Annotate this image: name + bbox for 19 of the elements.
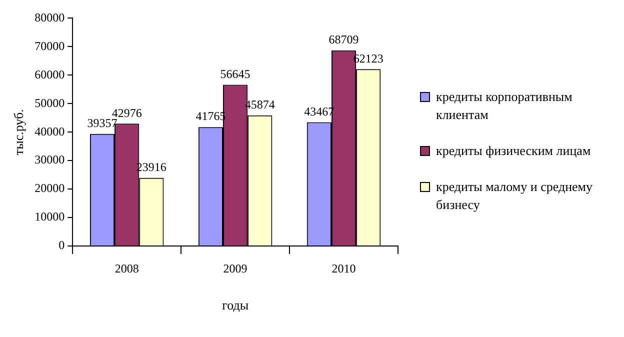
y-tick-label: 80000 [34, 10, 65, 24]
x-axis-title: годы [222, 298, 249, 313]
data-label: 56645 [220, 66, 250, 81]
data-label: 68709 [328, 32, 359, 47]
y-tick-label: 50000 [34, 96, 65, 110]
y-axis-title: тыс.руб. [11, 109, 26, 156]
y-tick-label: 60000 [34, 67, 65, 82]
legend-label: кредиты корпоративным клиентам [436, 88, 574, 124]
legend-label: кредиты физическим лицам [436, 142, 591, 160]
y-tick-label: 0 [58, 238, 65, 252]
x-tick-label: 2010 [332, 261, 356, 276]
x-tick-label: 2009 [223, 261, 248, 276]
y-tick-label: 40000 [34, 124, 65, 138]
y-tick-label: 30000 [34, 152, 65, 167]
legend-label: кредиты малому и среднему бизнесу [436, 178, 594, 214]
y-tick-label: 70000 [34, 38, 65, 53]
y-tick-label: 10000 [34, 210, 65, 224]
x-tick-label: 2008 [114, 261, 139, 276]
y-tick-label: 20000 [34, 181, 65, 196]
